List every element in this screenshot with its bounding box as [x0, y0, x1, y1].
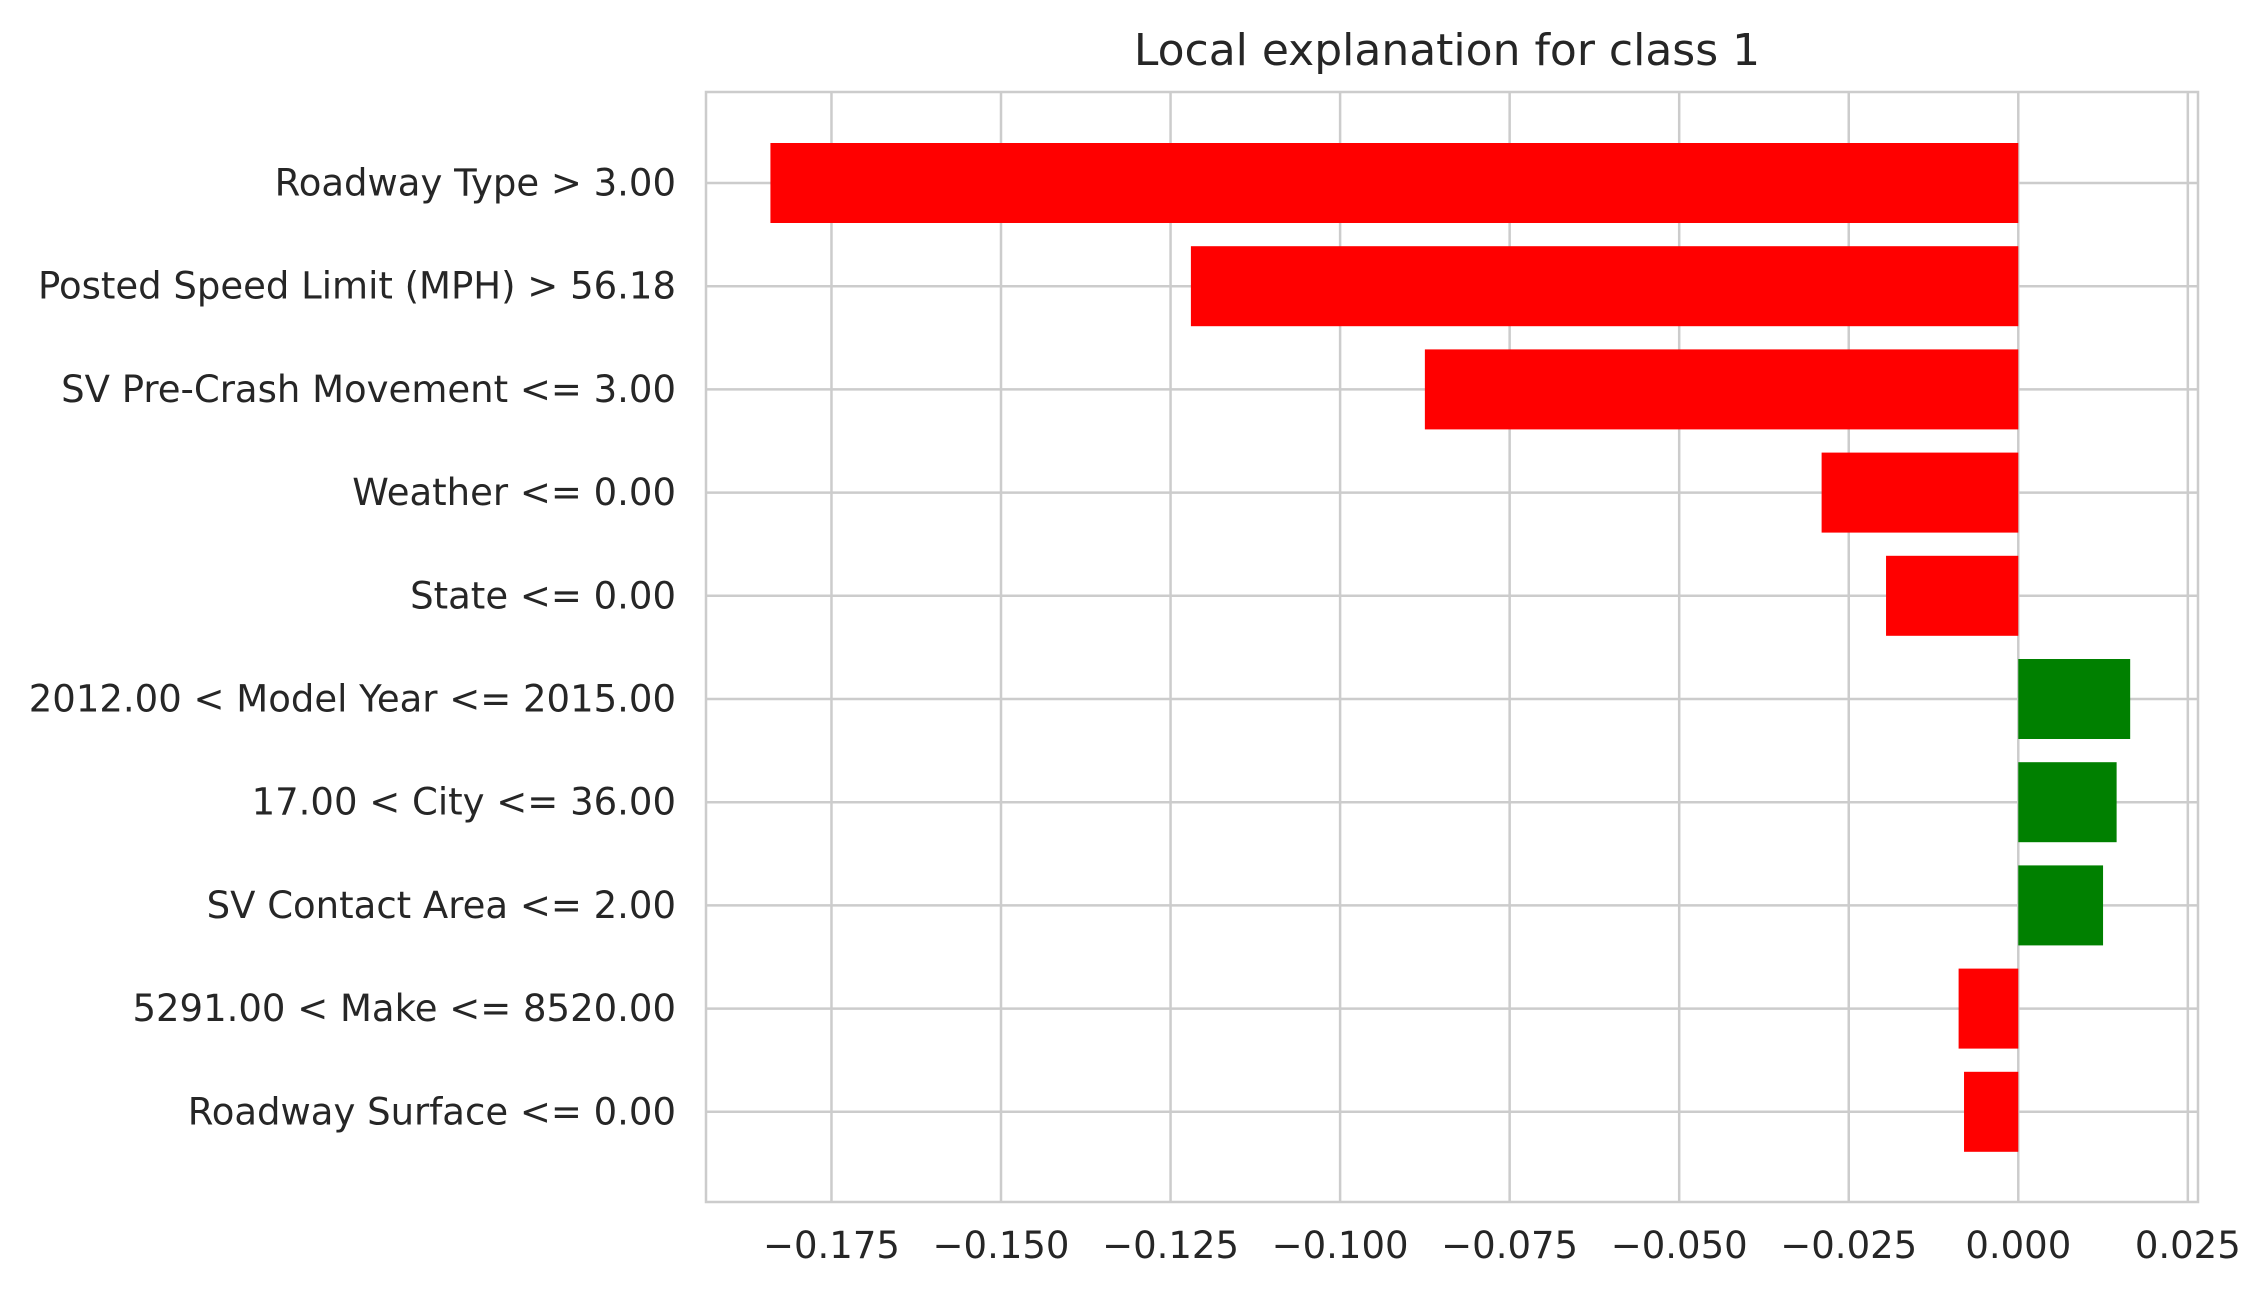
bar-negative [1424, 349, 2019, 430]
y-tick-label: Weather <= 0.00 [352, 471, 676, 514]
y-tick-label: Roadway Type > 3.00 [275, 162, 676, 205]
y-axis-labels: Roadway Type > 3.00 Posted Speed Limit (M… [29, 162, 676, 1134]
x-tick-label: 0.025 [2135, 1224, 2241, 1267]
y-tick-label: State <= 0.00 [410, 574, 676, 617]
x-tick-label: −0.050 [1611, 1224, 1748, 1267]
bar-negative [1958, 968, 2019, 1049]
x-tick-label: −0.100 [1272, 1224, 1409, 1267]
bar-negative [1821, 452, 2019, 533]
bar-positive [2018, 659, 2131, 739]
x-tick-label: 0.000 [1965, 1224, 2071, 1267]
y-tick-label: Roadway Surface <= 0.00 [188, 1090, 676, 1133]
y-tick-label: 2012.00 < Model Year <= 2015.00 [29, 678, 676, 721]
plot-frame [704, 90, 2200, 1204]
x-tick-label: −0.175 [763, 1224, 900, 1267]
x-tick-label: −0.025 [1780, 1224, 1917, 1267]
y-tick-label: SV Contact Area <= 2.00 [207, 884, 676, 927]
bar-negative [770, 143, 2019, 223]
bars-layer [770, 143, 2131, 1152]
bar-positive [2018, 762, 2117, 843]
y-tick-label: Posted Speed Limit (MPH) > 56.18 [38, 265, 676, 308]
y-tick-label: SV Pre-Crash Movement <= 3.00 [61, 368, 676, 411]
chart-title: Local explanation for class 1 [1134, 25, 1760, 76]
x-tick-label: −0.125 [1102, 1224, 1239, 1267]
x-tick-label: −0.150 [933, 1224, 1070, 1267]
bar-negative [1964, 1071, 2019, 1152]
x-axis-ticks: −0.175 −0.150 −0.125 −0.100 −0.075 −0.050 −0.0… [763, 1224, 2241, 1267]
x-tick-label: −0.075 [1441, 1224, 1578, 1267]
bar-negative [1886, 555, 2019, 636]
bar-positive [2018, 865, 2104, 946]
y-tick-label: 17.00 < City <= 36.00 [252, 781, 676, 824]
plot-border [704, 90, 2200, 1204]
y-tick-label: 5291.00 < Make <= 8520.00 [132, 987, 676, 1030]
bar-negative [1190, 246, 2019, 327]
